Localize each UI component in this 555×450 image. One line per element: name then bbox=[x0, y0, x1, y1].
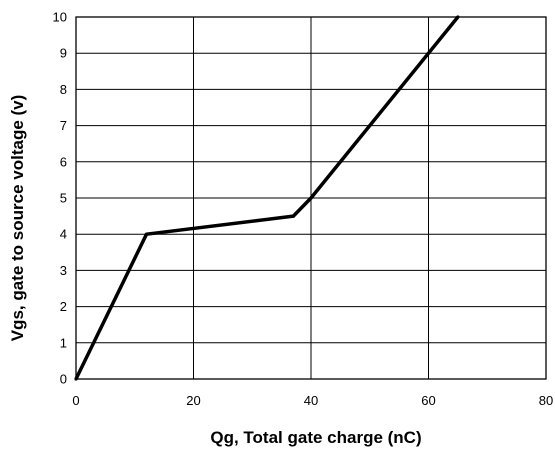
y-tick-label: 9 bbox=[60, 46, 67, 61]
y-tick-label: 7 bbox=[60, 118, 67, 133]
series-layer bbox=[74, 15, 460, 381]
plot-area bbox=[74, 15, 547, 381]
y-tick-label: 4 bbox=[60, 227, 67, 242]
y-axis-title: Vgs, gate to source voltage (v) bbox=[8, 95, 27, 342]
data-point bbox=[456, 15, 460, 19]
x-tick-label: 60 bbox=[421, 393, 435, 408]
y-tick-label: 5 bbox=[60, 191, 67, 206]
y-tick-label: 2 bbox=[60, 299, 67, 314]
x-tick-label: 20 bbox=[186, 393, 200, 408]
y-tick-label: 0 bbox=[60, 372, 67, 387]
x-tick-label: 40 bbox=[304, 393, 318, 408]
x-tick-label: 80 bbox=[539, 393, 553, 408]
data-point bbox=[144, 232, 149, 236]
y-tick-label: 3 bbox=[60, 263, 67, 278]
x-tick-label: 0 bbox=[72, 393, 79, 408]
data-point bbox=[309, 196, 313, 200]
y-tick-label: 8 bbox=[60, 82, 67, 97]
data-point bbox=[291, 214, 295, 218]
x-axis-title: Qg, Total gate charge (nC) bbox=[210, 428, 421, 447]
x-axis-ticks: 0 20 40 60 80 bbox=[72, 393, 553, 408]
y-tick-label: 6 bbox=[60, 154, 67, 169]
y-axis-ticks: 0 1 2 3 4 5 6 7 8 9 10 bbox=[53, 10, 67, 387]
y-tick-label: 10 bbox=[53, 10, 67, 25]
data-point bbox=[74, 377, 78, 381]
y-tick-label: 1 bbox=[60, 335, 67, 350]
